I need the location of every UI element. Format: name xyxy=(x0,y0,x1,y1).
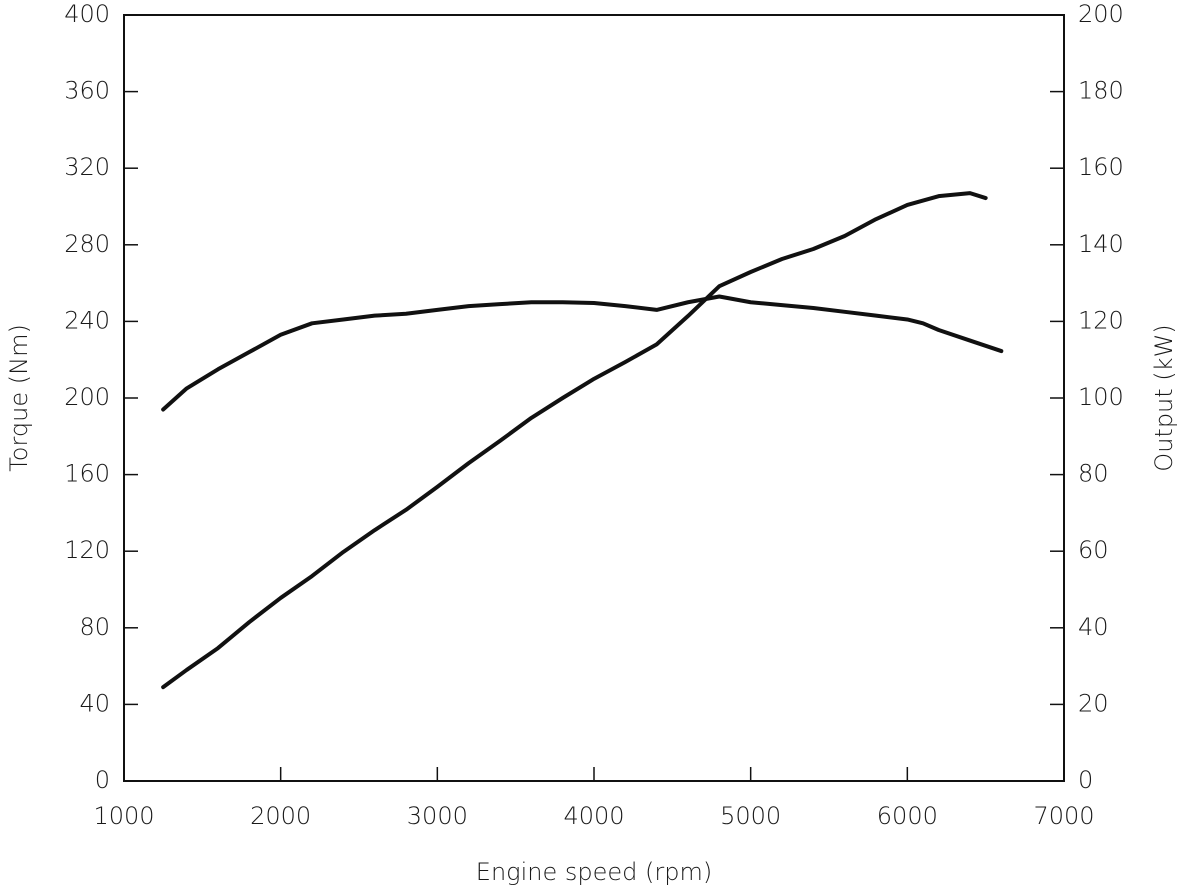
x-tick-label: 3000 xyxy=(407,802,468,830)
line xyxy=(161,294,1004,412)
line xyxy=(161,191,988,690)
y-tick-label: 240 xyxy=(64,306,110,334)
y2-tick-label: 20 xyxy=(1078,689,1109,717)
y-tick-label: 120 xyxy=(64,536,110,564)
x-axis-label: Engine speed (rpm) xyxy=(476,858,712,886)
y2-tick-label: 180 xyxy=(1078,77,1124,105)
y2-tick-label: 200 xyxy=(1078,0,1124,28)
y2-tick-label: 60 xyxy=(1078,536,1109,564)
y-tick-label: 200 xyxy=(64,383,110,411)
y-tick-label: 160 xyxy=(64,460,110,488)
y-tick-label: 0 xyxy=(95,766,110,794)
x-tick-label: 7000 xyxy=(1033,802,1094,830)
y-tick-label: 80 xyxy=(79,613,110,641)
y2-tick-label: 100 xyxy=(1078,383,1124,411)
x-tick-label: 2000 xyxy=(250,802,311,830)
y-tick-label: 40 xyxy=(79,689,110,717)
y2-axis-label: Output (kW) xyxy=(1150,324,1178,471)
y-axis-label: Torque (Nm) xyxy=(5,324,33,472)
y2-tick-label: 0 xyxy=(1078,766,1093,794)
y-tick-label: 320 xyxy=(64,153,110,181)
y2-tick-label: 80 xyxy=(1078,460,1109,488)
y-tick-label: 400 xyxy=(64,0,110,28)
x-tick-label: 4000 xyxy=(563,802,624,830)
y2-tick-label: 120 xyxy=(1078,306,1124,334)
y2-tick-label: 160 xyxy=(1078,153,1124,181)
plot-frame xyxy=(123,14,1065,782)
x-tick-label: 5000 xyxy=(720,802,781,830)
x-tick-label: 1000 xyxy=(93,802,154,830)
y2-tick-label: 40 xyxy=(1078,613,1109,641)
y-tick-label: 360 xyxy=(64,77,110,105)
y2-tick-label: 140 xyxy=(1078,230,1124,258)
y-tick-label: 280 xyxy=(64,230,110,258)
x-tick-label: 6000 xyxy=(877,802,938,830)
